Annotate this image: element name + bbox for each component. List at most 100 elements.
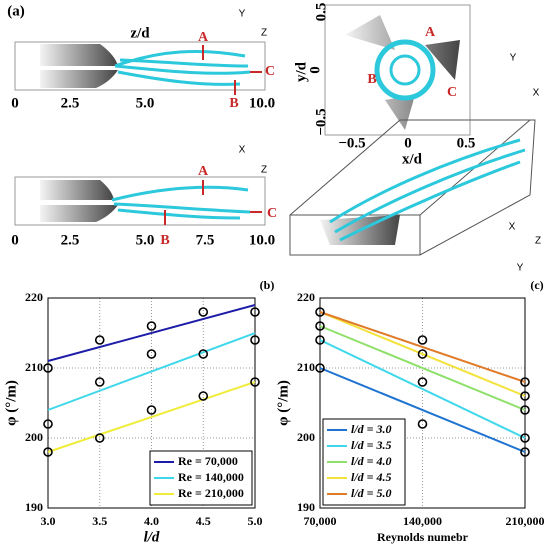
marker (417, 419, 428, 429)
marker (417, 377, 428, 387)
plot-frame (47, 297, 256, 509)
panel-label: (b) (260, 278, 275, 292)
y-tick-label: 220 (25, 290, 43, 304)
x-axis-label: Reynolds numebr (377, 530, 469, 544)
legend-label: l/d = 4.5 (351, 470, 392, 484)
label: Z (261, 28, 267, 39)
x-tick-label: 210,000 (506, 514, 545, 528)
label: B (367, 72, 376, 87)
x-tick-label: 70,000 (304, 514, 337, 528)
label: 0.5 (457, 135, 476, 151)
label: 2.5 (61, 95, 80, 111)
y-axis-label: φ (°/m) (3, 380, 19, 426)
panel-label: (c) (530, 278, 543, 292)
label: B (160, 233, 169, 248)
marker (520, 391, 530, 401)
marker (146, 321, 157, 331)
plot-frame (319, 297, 526, 509)
x-tick-label: 3.0 (41, 514, 56, 528)
series-line (319, 339, 526, 439)
marker (315, 363, 325, 373)
y-tick-label: 200 (297, 430, 315, 444)
label: X (509, 222, 516, 233)
y-tick-label: 220 (297, 290, 315, 304)
marker (94, 433, 105, 443)
label: A (425, 25, 436, 40)
label: A (198, 30, 209, 45)
label: −0.5 (338, 135, 365, 151)
series-line (47, 332, 256, 411)
x-tick-label: 4.5 (196, 514, 211, 528)
label: X (239, 145, 246, 156)
label: y/d (293, 61, 309, 82)
legend-label: l/d = 5.0 (351, 486, 392, 500)
label: 5.0 (136, 95, 155, 111)
series-line (319, 325, 526, 411)
label: 0 (404, 135, 412, 151)
marker (315, 321, 325, 331)
label: 10.0 (249, 95, 275, 111)
legend-label: Re = 140,000 (178, 470, 244, 484)
marker (94, 377, 105, 387)
marker (315, 335, 325, 345)
y-axis-label: φ (°/m) (275, 380, 291, 426)
label: x/d (402, 151, 423, 167)
panel-a-art (14, 4, 536, 256)
label: B (229, 96, 238, 111)
marker (417, 335, 428, 345)
marker (43, 419, 53, 429)
y-tick-label: 210 (25, 360, 43, 374)
series-line (47, 381, 256, 453)
series-line (319, 311, 526, 397)
label: Z (535, 236, 541, 247)
marker (198, 349, 209, 359)
label: 0.5 (313, 3, 329, 22)
label: 0 (11, 232, 19, 248)
marker (315, 307, 325, 317)
label: Y (517, 263, 524, 274)
x-tick-label: 5.0 (248, 514, 263, 528)
y-tick-label: 200 (25, 430, 43, 444)
series-line (319, 311, 526, 383)
legend-label: Re = 70,000 (178, 454, 238, 468)
label: X (533, 88, 540, 99)
marker (146, 349, 157, 359)
label: 0 (307, 66, 323, 74)
label: Y (510, 53, 517, 64)
label: 5.0 (136, 232, 155, 248)
x-tick-label: 4.0 (144, 514, 159, 528)
label: z/d (130, 25, 150, 41)
legend-label: l/d = 3.5 (351, 438, 392, 452)
marker (520, 377, 530, 387)
label: C (267, 206, 277, 221)
marker (250, 307, 260, 317)
label: 0 (11, 95, 19, 111)
label: A (198, 164, 209, 179)
label: −0.5 (313, 108, 329, 135)
legend-label: l/d = 3.0 (351, 422, 392, 436)
x-tick-label: 3.5 (92, 514, 107, 528)
label: 7.5 (196, 232, 215, 248)
marker (417, 349, 428, 359)
y-tick-label: 190 (297, 500, 315, 514)
x-tick-label: 140,000 (403, 514, 442, 528)
marker (146, 405, 157, 415)
legend-label: Re = 210,000 (178, 486, 244, 500)
label: Y (239, 9, 246, 20)
series-line (47, 304, 256, 362)
marker (94, 335, 105, 345)
y-tick-label: 190 (25, 500, 43, 514)
label: 10.0 (249, 232, 275, 248)
marker (250, 335, 260, 345)
label: C (447, 85, 457, 100)
marker (250, 377, 260, 387)
label: 2.5 (61, 232, 80, 248)
marker (520, 433, 530, 443)
marker (520, 447, 530, 457)
series-line (319, 367, 526, 453)
marker (43, 363, 53, 373)
label: C (265, 64, 275, 79)
marker (198, 391, 209, 401)
label: (a) (7, 3, 25, 19)
